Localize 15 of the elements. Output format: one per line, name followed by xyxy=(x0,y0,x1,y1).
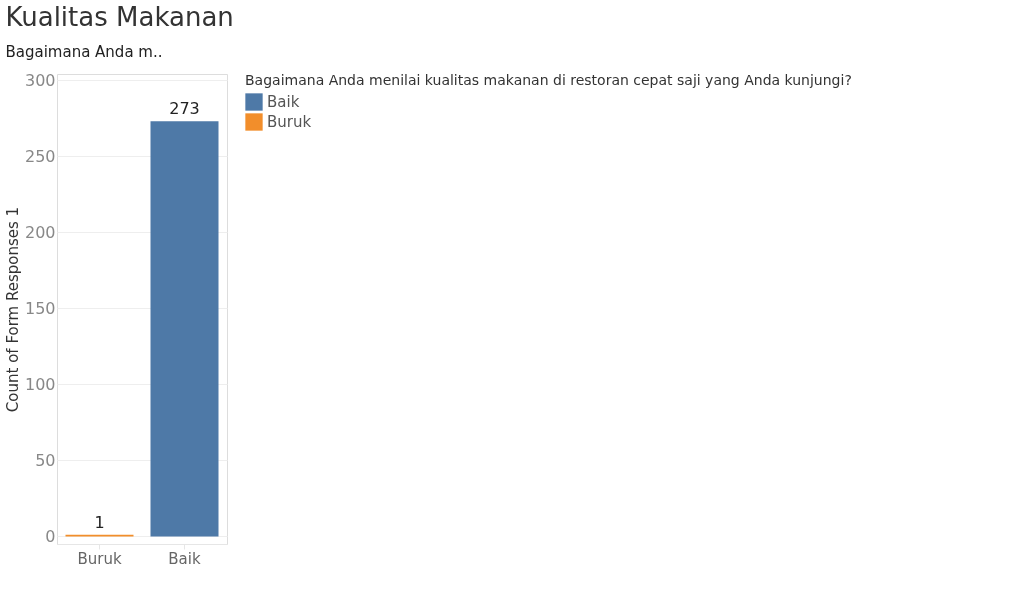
y-tick-label: 150 xyxy=(24,298,56,318)
y-tick-label: 100 xyxy=(24,374,56,394)
y-axis-title: Count of Form Responses 1 xyxy=(3,206,22,413)
y-tick-label: 200 xyxy=(24,222,56,242)
chart-title: Kualitas Makanan xyxy=(5,2,234,33)
y-tick-label: 300 xyxy=(24,70,56,90)
chart-subtitle: Bagaimana Anda m.. xyxy=(5,43,163,62)
y-tick-label: 50 xyxy=(35,450,56,470)
y-tick-label: 0 xyxy=(45,526,56,546)
legend-label: Buruk xyxy=(267,113,312,131)
legend-title: Bagaimana Anda menilai kualitas makanan di restoran cepat saji yang Anda kunjungi? xyxy=(245,72,852,88)
y-tick-label: 250 xyxy=(24,146,56,166)
legend-label: Baik xyxy=(267,93,300,111)
data-label: 273 xyxy=(169,99,200,119)
data-label: 1 xyxy=(94,512,105,532)
